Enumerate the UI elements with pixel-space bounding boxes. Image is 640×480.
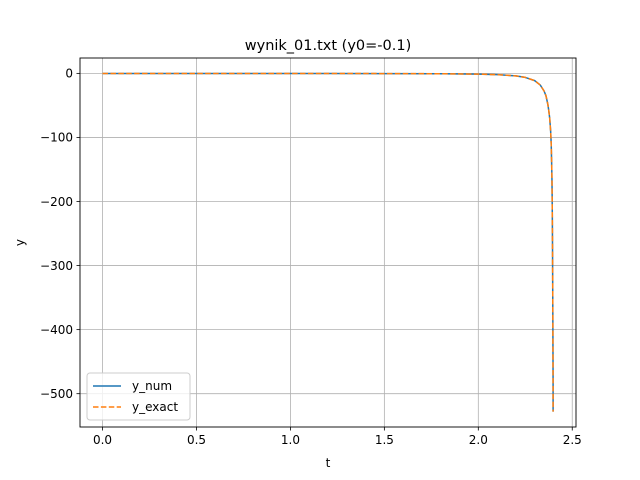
grid <box>80 58 576 427</box>
y-tick-label-0: 0 <box>65 67 73 81</box>
series-layer <box>102 72 554 412</box>
y-tick-label--400: −400 <box>40 323 73 337</box>
y-tick-label--200: −200 <box>40 195 73 209</box>
x-tick-label-2-5: 2.5 <box>563 433 582 447</box>
x-axis-label: t <box>326 456 331 470</box>
x-tick-label-1-5: 1.5 <box>375 433 394 447</box>
legend-box <box>86 372 191 421</box>
y-tick-label--300: −300 <box>40 259 73 273</box>
chart-title: wynik_01.txt (y0=-0.1) <box>245 38 412 54</box>
ticks: 0.0 0.5 1.0 1.5 2.0 2.5 0 −100 −200 −300 −400 −500 <box>40 67 582 447</box>
y-tick-label--100: −100 <box>40 131 73 145</box>
legend-label-y-num: y_num <box>132 379 172 393</box>
x-tick-label-0-5: 0.5 <box>187 433 206 447</box>
x-tick-label-1-0: 1.0 <box>281 433 300 447</box>
y-tick-label--500: −500 <box>40 387 73 401</box>
plot-area <box>80 58 576 427</box>
legend-label-y-exact: y_exact <box>132 400 178 414</box>
legend: y_num y_exact <box>86 372 191 421</box>
x-tick-label-2-0: 2.0 <box>469 433 488 447</box>
x-tick-label-0-0: 0.0 <box>93 433 112 447</box>
plot-frame <box>79 57 577 428</box>
y-axis-label: y <box>13 239 27 246</box>
series-line-y-exact <box>102 72 554 412</box>
